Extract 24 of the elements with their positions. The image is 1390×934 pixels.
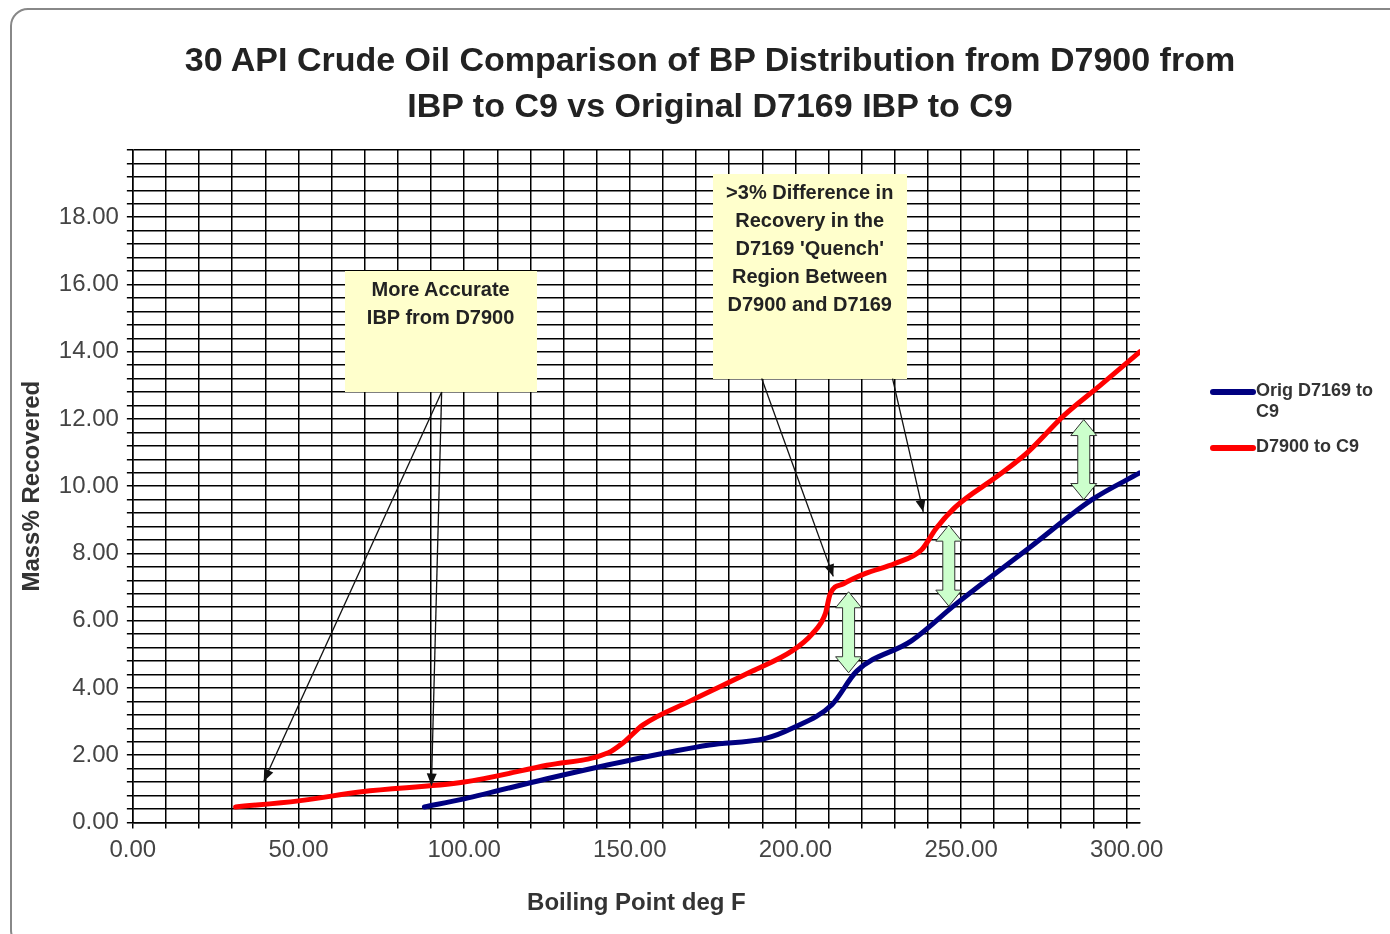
y-tick-label: 10.00 [58,470,119,498]
legend-label: Orig D7169 to C9 [1256,380,1375,422]
y-tick-label: 16.00 [58,269,119,297]
y-tick-label: 12.00 [58,403,119,431]
x-tick-label: 50.00 [268,835,329,863]
y-tick-label: 2.00 [72,739,119,767]
x-tick-label: 300.00 [1090,835,1164,863]
y-tick-label: 18.00 [58,201,119,229]
callout-box: >3% Difference in Recovery in the D7169 'Quench' Region Between D7900 and D7169 [712,173,907,379]
x-tick-label: 250.00 [924,835,998,863]
y-tick-label: 14.00 [58,336,119,364]
callout-box: More Accurate IBP from D7900 [344,270,537,392]
legend-label: D7900 to C9 [1256,436,1360,457]
y-axis-title: Mass% Recovered [17,380,45,592]
chart-title: 30 API Crude Oil Comparison of BP Distribution from D7900 from IBP to C9 vs Original D7169 IBP to C9 [183,39,1237,126]
y-tick-label: 0.00 [72,807,119,835]
y-tick-label: 6.00 [72,605,119,633]
x-tick-label: 100.00 [427,835,501,863]
x-tick-label: 200.00 [758,835,833,863]
y-tick-label: 8.00 [72,538,119,566]
x-axis-title: Boiling Point deg F [527,888,746,916]
y-tick-label: 4.00 [72,672,119,700]
x-tick-label: 0.00 [109,835,157,863]
x-tick-label: 150.00 [593,835,667,863]
